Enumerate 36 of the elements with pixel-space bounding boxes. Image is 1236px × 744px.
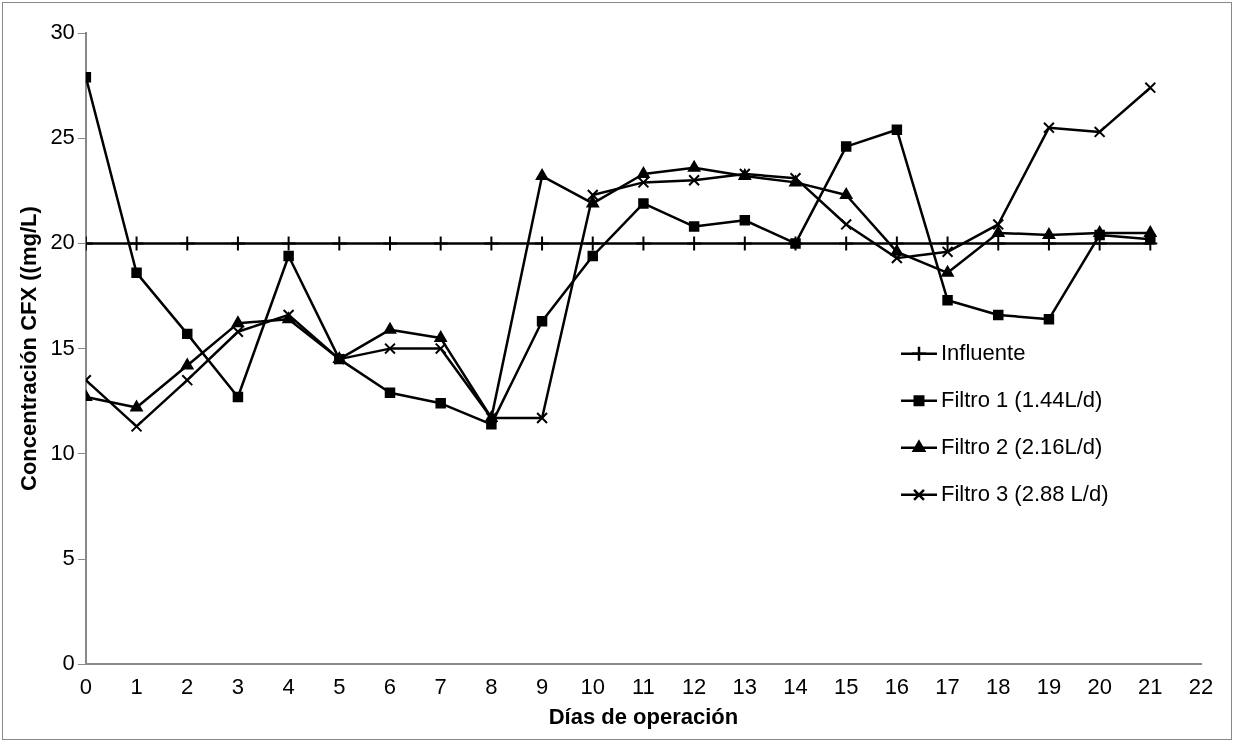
y-tick-label: 5 xyxy=(62,545,75,571)
x-tick-label: 21 xyxy=(1138,674,1163,700)
x-tick-label: 14 xyxy=(783,674,808,700)
x-tick-label: 2 xyxy=(181,674,194,700)
y-tick-label: 30 xyxy=(50,19,75,45)
legend-label: Filtro 1 (1.44L/d) xyxy=(941,386,1103,412)
y-tick-label: 25 xyxy=(50,124,75,150)
y-tick-label: 20 xyxy=(50,229,75,255)
x-tick-label: 3 xyxy=(231,674,245,700)
x-tick-label: 8 xyxy=(485,674,498,700)
legend-label: Filtro 2 (2.16L/d) xyxy=(941,433,1103,459)
legend-label: Filtro 3 (2.88 L/d) xyxy=(941,480,1109,506)
x-tick-label: 11 xyxy=(632,674,655,700)
x-tick-label: 6 xyxy=(383,674,397,700)
x-tick-label: 1 xyxy=(130,674,143,700)
x-tick-label: 0 xyxy=(79,674,92,700)
x-tick-label: 20 xyxy=(1087,674,1112,700)
x-tick-label: 9 xyxy=(535,674,549,700)
x-tick-label: 17 xyxy=(935,674,960,700)
y-tick-label: 15 xyxy=(50,334,75,360)
x-tick-label: 16 xyxy=(884,674,910,700)
x-tick-label: 10 xyxy=(580,674,605,700)
x-tick-label: 4 xyxy=(282,674,295,700)
x-tick-label: 18 xyxy=(986,674,1011,700)
x-tick-label: 22 xyxy=(1188,674,1214,700)
x-tick-label: 19 xyxy=(1036,674,1062,700)
x-tick-label: 12 xyxy=(681,674,707,700)
x-tick-label: 15 xyxy=(833,674,859,700)
y-axis-title: Concentración CFX ((mg/L) xyxy=(16,206,42,491)
x-tick-label: 5 xyxy=(333,674,346,700)
x-tick-label: 13 xyxy=(732,674,758,700)
y-tick-label: 0 xyxy=(62,650,75,676)
legend-label: Influente xyxy=(941,339,1026,365)
x-tick-label: 7 xyxy=(434,674,447,700)
y-tick-label: 10 xyxy=(50,439,75,465)
x-axis-title: Días de operación xyxy=(548,703,739,729)
